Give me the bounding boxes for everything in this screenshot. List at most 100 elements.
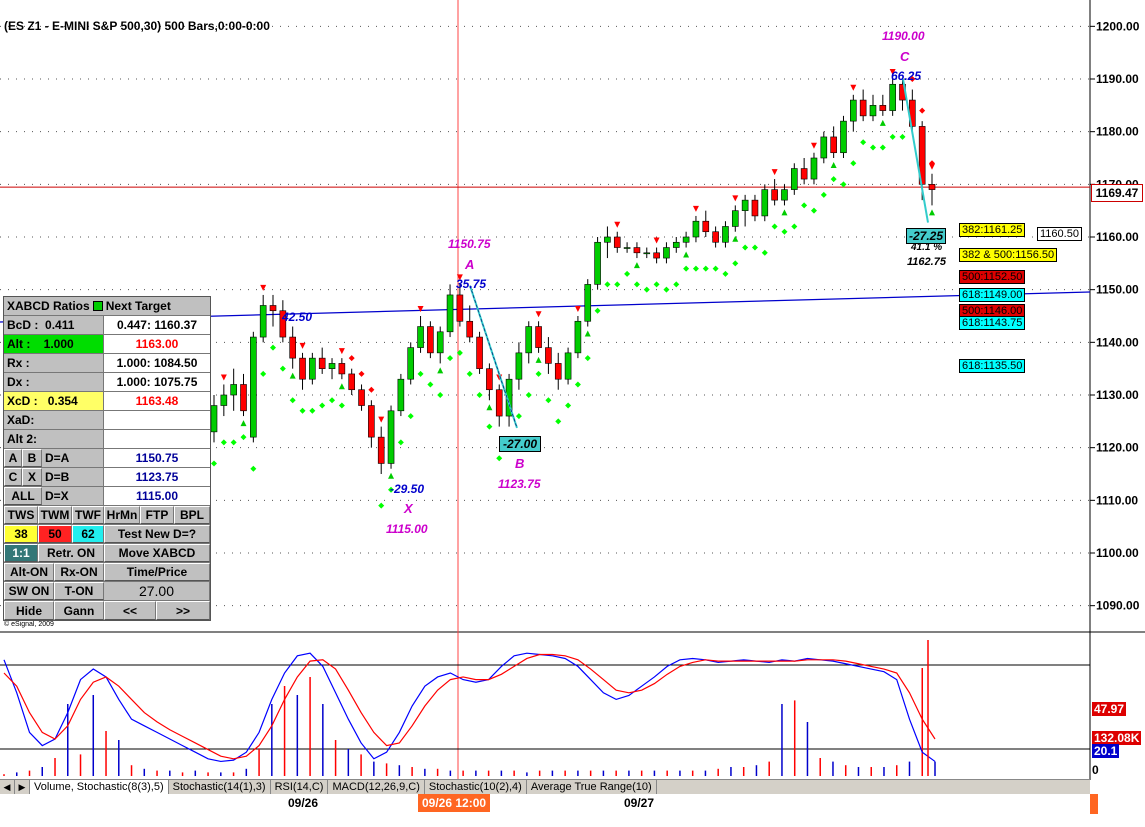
time-price-button[interactable]: Time/Price — [104, 563, 210, 581]
zero-readout: 0 — [1092, 763, 1099, 777]
ratio-row[interactable]: Rx : 1.000: 1084.50 — [4, 354, 210, 373]
swing-low-marker — [388, 472, 395, 479]
c-letter: C — [900, 49, 910, 64]
candle-body — [377, 436, 385, 464]
copyright: © eSignal, 2009 — [4, 621, 54, 628]
test-new-d-button[interactable]: Test New D=? — [104, 525, 210, 543]
ratio-row[interactable]: BcD : 0.411 0.447: 1160.37 — [4, 316, 210, 335]
candle-body — [682, 236, 690, 243]
retr-on-button[interactable]: Retr. ON — [38, 544, 104, 562]
fib-level-box: 618:1143.75 — [959, 315, 1026, 330]
prev-button[interactable]: << — [104, 601, 156, 620]
twm-button[interactable]: TWM — [38, 506, 72, 524]
tab-rsi[interactable]: RSI(14,C) — [271, 780, 329, 794]
psar-dot — [427, 381, 434, 388]
tab-scroll-left-icon[interactable]: ◀ — [0, 780, 15, 794]
ratio-row[interactable]: Dx : 1.000: 1075.75 — [4, 373, 210, 392]
tab-stochastic-10[interactable]: Stochastic(10(2),4) — [425, 780, 527, 794]
candle-body — [338, 363, 346, 375]
fib-level-box: 500:1146.00 — [959, 303, 1026, 318]
candle-body — [613, 236, 621, 248]
swing-high-marker — [810, 142, 817, 149]
psar-dot — [447, 355, 454, 362]
fib-50-button[interactable]: 50 — [38, 525, 72, 543]
x-button[interactable]: X — [22, 468, 42, 486]
x-letter: X — [404, 501, 413, 516]
d-row[interactable]: ALL D=X 1115.00 — [4, 487, 210, 506]
tab-volume-stochastic[interactable]: Volume, Stochastic(8(3),5) — [30, 780, 169, 794]
gann-button[interactable]: Gann — [54, 601, 104, 620]
ratio-row[interactable]: Alt 2: — [4, 430, 210, 449]
fib-level-box: 618:1149.00 — [959, 287, 1026, 302]
x-cursor-label: 09/26 12:00 — [418, 794, 491, 812]
psar-dot — [830, 176, 837, 183]
candle-body — [554, 363, 562, 380]
candle-body — [417, 326, 424, 348]
candle-body — [210, 405, 218, 433]
twf-button[interactable]: TWF — [72, 506, 104, 524]
psar-dot — [299, 407, 306, 414]
candle-body — [446, 294, 454, 333]
psar-dot — [869, 144, 876, 151]
swing-low-marker — [338, 383, 345, 390]
swing-low-marker — [437, 367, 444, 374]
a-button[interactable]: A — [4, 449, 22, 467]
candle-body — [309, 357, 316, 380]
swing-high-marker — [850, 84, 857, 91]
swing-high-marker — [299, 342, 306, 349]
y-tick-label: 1100.00 — [1096, 546, 1139, 560]
candle-body — [840, 120, 847, 154]
swing-low-marker — [584, 330, 591, 337]
psar-dot — [751, 244, 758, 251]
next-button[interactable]: >> — [156, 601, 210, 620]
y-tick-label: 1130.00 — [1096, 388, 1139, 402]
alt-on-button[interactable]: Alt-ON — [4, 563, 54, 581]
c-button[interactable]: C — [4, 468, 22, 486]
alt-target: 1163.00 — [135, 337, 179, 351]
candle-body — [633, 247, 641, 254]
t-on-button[interactable]: T-ON — [54, 582, 104, 600]
hrmn-button[interactable]: HrMn — [104, 506, 140, 524]
all-button[interactable]: ALL — [4, 487, 42, 505]
dx-target: 1.000: 1075.75 — [116, 375, 198, 389]
a-letter: A — [465, 257, 475, 272]
hide-button[interactable]: Hide — [4, 601, 54, 620]
y-tick-label: 1150.00 — [1096, 283, 1139, 297]
ratio-row[interactable]: XcD : 0.354 1163.48 — [4, 392, 210, 411]
ratio-row[interactable]: XaD: — [4, 411, 210, 430]
psar-dot — [919, 107, 926, 114]
value-readout[interactable]: 27.00 — [104, 582, 210, 600]
d-row[interactable]: A B D=A 1150.75 — [4, 449, 210, 468]
bpl-button[interactable]: BPL — [174, 506, 210, 524]
xabcd-ratio-panel[interactable]: XABCD Ratios Next Target BcD : 0.411 0.4… — [3, 296, 211, 621]
psar-dot — [673, 281, 680, 288]
y-tick-label: 1160.00 — [1096, 230, 1139, 244]
psar-dot — [230, 439, 237, 446]
psar-dot — [555, 418, 562, 425]
cd-leg — [902, 78, 929, 223]
tab-scroll-right-icon[interactable]: ▶ — [15, 780, 30, 794]
ratio-1-1-button[interactable]: 1:1 — [4, 544, 38, 562]
sw-on-button[interactable]: SW ON — [4, 582, 54, 600]
x-price: 1115.00 — [386, 522, 428, 536]
swing-low-marker — [633, 262, 640, 269]
ratio-row[interactable]: Alt : 1.000 1163.00 — [4, 335, 210, 354]
psar-dot — [565, 402, 572, 409]
ftp-button[interactable]: FTP — [140, 506, 174, 524]
b-button[interactable]: B — [22, 449, 42, 467]
psar-dot — [584, 355, 591, 362]
d-row[interactable]: C X D=B 1123.75 — [4, 468, 210, 487]
fib-38-button[interactable]: 38 — [4, 525, 38, 543]
rx-on-button[interactable]: Rx-ON — [54, 563, 104, 581]
tab-atr[interactable]: Average True Range(10) — [527, 780, 657, 794]
tab-stochastic-14[interactable]: Stochastic(14(1),3) — [169, 780, 271, 794]
psar-dot — [378, 502, 385, 509]
tws-button[interactable]: TWS — [4, 506, 38, 524]
tab-macd[interactable]: MACD(12,26,9,C) — [328, 780, 425, 794]
fib-level-box: 382 & 500:1156.50 — [959, 248, 1058, 263]
fib-62-button[interactable]: 62 — [72, 525, 104, 543]
move-xabcd-button[interactable]: Move XABCD — [104, 544, 210, 562]
y-tick-label: 1190.00 — [1096, 72, 1139, 86]
psar-dot — [909, 76, 916, 82]
bcd-value: 0.411 — [45, 318, 75, 332]
